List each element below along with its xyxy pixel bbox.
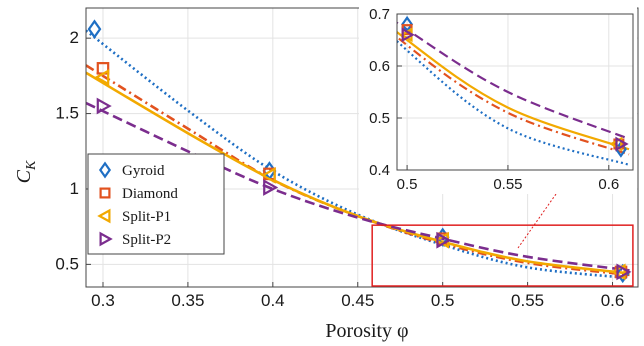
zoom-highlight-box bbox=[371, 224, 634, 287]
inset-data-markers bbox=[399, 15, 629, 158]
main-fit-curve-split-p1 bbox=[86, 71, 630, 275]
inset-fit-curve-split-p1 bbox=[397, 30, 630, 151]
legend-label-gyroid: Gyroid bbox=[122, 163, 165, 179]
legend-marker-diamond bbox=[99, 187, 111, 199]
inset-y-ticks: 0.4 0.5 0.6 0.7 bbox=[369, 6, 402, 179]
inset-fit-curve-split-p2 bbox=[397, 21, 630, 140]
main-y-tick-label: 0.5 bbox=[55, 254, 79, 273]
y-axis-label: CK bbox=[13, 160, 39, 183]
main-marker-split-p2 bbox=[263, 179, 279, 196]
legend-marker-split-p1 bbox=[97, 208, 111, 224]
inset-plot-frame bbox=[396, 13, 634, 171]
inset-marker-split-p2 bbox=[401, 27, 415, 43]
main-marker-split-p1 bbox=[260, 167, 276, 184]
main-marker-split-p1 bbox=[610, 263, 626, 281]
inset-x-tick-label: 0.5 bbox=[397, 176, 418, 193]
legend-marker-gyroid bbox=[98, 161, 112, 179]
main-x-tick-label: 0.6 bbox=[601, 291, 625, 310]
main-marker-gyroid bbox=[87, 19, 102, 39]
main-y-tick-label: 1 bbox=[70, 179, 79, 198]
inset-background bbox=[359, 4, 637, 194]
main-x-tick-label: 0.55 bbox=[511, 291, 544, 310]
inset-x-ticks: 0.5 0.55 0.6 bbox=[397, 165, 619, 193]
main-x-tick-label: 0.3 bbox=[91, 291, 115, 310]
inset-y-tick-label: 0.6 bbox=[369, 58, 390, 75]
main-marker-split-p2 bbox=[96, 97, 112, 115]
inset-y-tick-label: 0.5 bbox=[369, 110, 390, 127]
legend-marker-split-p2 bbox=[99, 231, 113, 247]
main-y-tick-label: 1.5 bbox=[55, 104, 79, 123]
inset-x-tick-label: 0.6 bbox=[598, 176, 619, 193]
inset-y-tick-label: 0.7 bbox=[369, 6, 390, 23]
inset-y-tick-label: 0.4 bbox=[369, 162, 390, 179]
inset-marker-split-p2 bbox=[615, 136, 629, 152]
main-x-tick-label: 0.45 bbox=[341, 291, 374, 310]
y-axis-label-main: C bbox=[13, 169, 35, 183]
main-x-ticks: 0.3 0.35 0.4 0.45 0.5 0.55 0.6 bbox=[91, 282, 624, 310]
main-marker-split-p2 bbox=[616, 263, 632, 281]
main-fit-curve-split-p2 bbox=[86, 101, 630, 272]
legend-label-split-p2: Split-P2 bbox=[122, 232, 171, 248]
legend-box bbox=[87, 153, 225, 255]
main-data-markers bbox=[87, 19, 632, 284]
main-fit-curves bbox=[86, 29, 630, 280]
main-marker-split-p1 bbox=[94, 69, 110, 86]
main-x-tick-label: 0.35 bbox=[171, 291, 204, 310]
main-fit-curve-gyroid bbox=[86, 29, 630, 280]
main-x-tick-label: 0.4 bbox=[261, 291, 285, 310]
main-marker-split-p2 bbox=[436, 231, 452, 249]
inset-fit-curve-diamond bbox=[397, 35, 630, 156]
legend: Gyroid Diamond Split-P1 Split-P2 bbox=[87, 153, 225, 255]
legend-label-split-p1: Split-P1 bbox=[122, 209, 171, 225]
x-axis-label: Porosity φ bbox=[325, 320, 408, 342]
inset-x-tick-label: 0.55 bbox=[493, 176, 522, 193]
main-y-tick-label: 2 bbox=[70, 28, 79, 47]
main-y-ticks: 0.5 1 1.5 2 bbox=[55, 28, 91, 273]
y-axis-label-sub: K bbox=[24, 160, 39, 171]
legend-label-diamond: Diamond bbox=[122, 186, 178, 202]
main-x-tick-label: 0.5 bbox=[431, 291, 455, 310]
inset-fit-curves bbox=[397, 21, 630, 166]
